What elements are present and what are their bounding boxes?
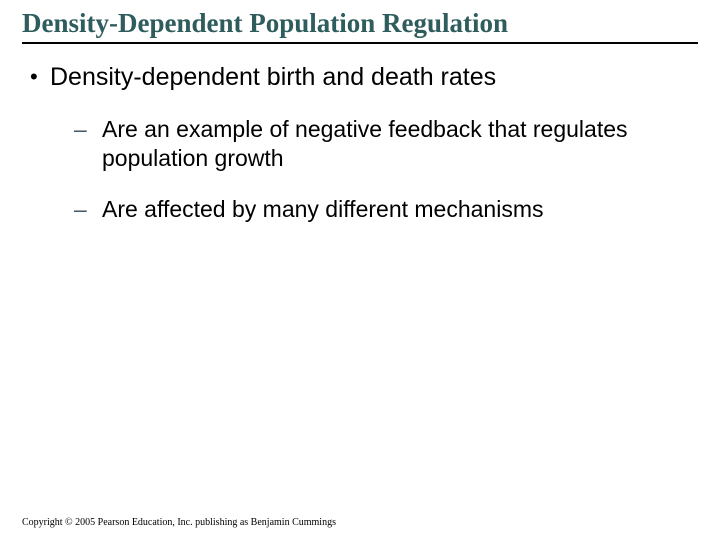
bullet-lvl2: – Are affected by many different mechani… (74, 195, 690, 224)
slide: Density-Dependent Population Regulation … (0, 0, 720, 540)
dash-marker-icon: – (74, 195, 102, 224)
copyright-text: Copyright © 2005 Pearson Education, Inc.… (22, 517, 336, 528)
title-region: Density-Dependent Population Regulation (0, 0, 720, 44)
bullet-text: Are affected by many different mechanism… (102, 195, 690, 224)
body-region: • Density-dependent birth and death rate… (0, 44, 720, 224)
bullet-text: Are an example of negative feedback that… (102, 115, 690, 173)
bullet-lvl1: • Density-dependent birth and death rate… (30, 62, 690, 93)
bullet-marker-icon: • (30, 62, 50, 92)
slide-title: Density-Dependent Population Regulation (22, 8, 698, 41)
bullet-text: Density-dependent birth and death rates (50, 62, 690, 93)
dash-marker-icon: – (74, 115, 102, 144)
bullet-lvl2: – Are an example of negative feedback th… (74, 115, 690, 173)
